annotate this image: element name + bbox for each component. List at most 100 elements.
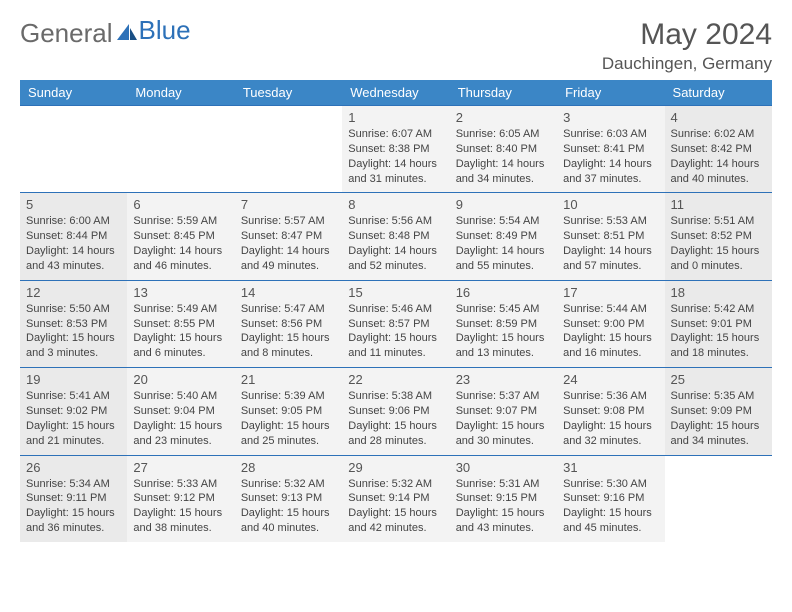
location: Dauchingen, Germany: [602, 54, 772, 74]
calendar-cell: 29Sunrise: 5:32 AMSunset: 9:14 PMDayligh…: [342, 455, 449, 542]
daylight-line: Daylight: 15 hours and 21 minutes.: [26, 419, 121, 449]
sunrise-line: Sunrise: 5:35 AM: [671, 389, 766, 404]
sunset-line: Sunset: 8:57 PM: [348, 317, 443, 332]
sunrise-line: Sunrise: 5:36 AM: [563, 389, 658, 404]
day-number: 7: [241, 197, 336, 212]
day-header: Friday: [557, 80, 664, 106]
calendar-table: SundayMondayTuesdayWednesdayThursdayFrid…: [20, 80, 772, 542]
calendar-cell: 24 Sunrise: 5:36 AMSunset: 9:08 PMDayligh…: [557, 368, 664, 455]
day-header: Tuesday: [235, 80, 342, 106]
calendar-cell: 6Sunrise: 5:59 AMSunset: 8:45 PMDaylight…: [127, 193, 234, 280]
sunrise-line: Sunrise: 5:56 AM: [348, 214, 443, 229]
day-number: 1: [348, 110, 443, 125]
sunset-line: Sunset: 9:08 PM: [563, 404, 658, 419]
calendar-cell: 10Sunrise: 5:53 AMSunset: 8:51 PMDayligh…: [557, 193, 664, 280]
sunrise-line: Sunrise: 5:34 AM: [26, 477, 121, 492]
daylight-line: Daylight: 15 hours and 36 minutes.: [26, 506, 121, 536]
sunrise-line: Sunrise: 5:32 AM: [241, 477, 336, 492]
day-number: 4: [671, 110, 766, 125]
day-header: Thursday: [450, 80, 557, 106]
day-number: 19: [26, 372, 121, 387]
sunset-line: Sunset: 8:47 PM: [241, 229, 336, 244]
day-number: 24: [563, 372, 658, 387]
sunset-line: Sunset: 9:13 PM: [241, 491, 336, 506]
calendar-cell: 7Sunrise: 5:57 AMSunset: 8:47 PMDaylight…: [235, 193, 342, 280]
sunset-line: Sunset: 9:06 PM: [348, 404, 443, 419]
daylight-line: Daylight: 15 hours and 8 minutes.: [241, 331, 336, 361]
calendar-cell: 30Sunrise: 5:31 AMSunset: 9:15 PMDayligh…: [450, 455, 557, 542]
calendar-cell: 12Sunrise: 5:50 AMSunset: 8:53 PMDayligh…: [20, 280, 127, 367]
daylight-line: Daylight: 14 hours and 40 minutes.: [671, 157, 766, 187]
day-number: 6: [133, 197, 228, 212]
daylight-line: Daylight: 15 hours and 0 minutes.: [671, 244, 766, 274]
day-number: 23: [456, 372, 551, 387]
sunrise-line: Sunrise: 5:41 AM: [26, 389, 121, 404]
sunrise-line: Sunrise: 5:38 AM: [348, 389, 443, 404]
calendar-cell: 15Sunrise: 5:46 AMSunset: 8:57 PMDayligh…: [342, 280, 449, 367]
sunrise-line: Sunrise: 5:31 AM: [456, 477, 551, 492]
day-number: 31: [563, 460, 658, 475]
day-number: 22: [348, 372, 443, 387]
sunrise-line: Sunrise: 6:00 AM: [26, 214, 121, 229]
sunrise-line: Sunrise: 5:33 AM: [133, 477, 228, 492]
calendar-cell: 14 Sunrise: 5:47 AMSunset: 8:56 PMDayligh…: [235, 280, 342, 367]
sunset-line: Sunset: 8:55 PM: [133, 317, 228, 332]
day-number: 18: [671, 285, 766, 300]
calendar-week: 26Sunrise: 5:34 AMSunset: 9:11 PMDayligh…: [20, 455, 772, 542]
sunset-line: Sunset: 9:12 PM: [133, 491, 228, 506]
day-number: 3: [563, 110, 658, 125]
sunrise-line: Sunrise: 5:45 AM: [456, 302, 551, 317]
daylight-line: Daylight: 14 hours and 52 minutes.: [348, 244, 443, 274]
calendar-body: 1Sunrise: 6:07 AMSunset: 8:38 PMDaylight…: [20, 106, 772, 542]
sunset-line: Sunset: 9:00 PM: [563, 317, 658, 332]
sunset-line: Sunset: 8:48 PM: [348, 229, 443, 244]
sunrise-line: Sunrise: 5:47 AM: [241, 302, 336, 317]
sunrise-line: Sunrise: 6:02 AM: [671, 127, 766, 142]
sunset-line: Sunset: 8:45 PM: [133, 229, 228, 244]
daylight-line: Daylight: 15 hours and 32 minutes.: [563, 419, 658, 449]
day-header: Saturday: [665, 80, 772, 106]
day-number: 8: [348, 197, 443, 212]
day-number: 12: [26, 285, 121, 300]
day-number: 11: [671, 197, 766, 212]
daylight-line: Daylight: 15 hours and 13 minutes.: [456, 331, 551, 361]
sunrise-line: Sunrise: 5:59 AM: [133, 214, 228, 229]
daylight-line: Daylight: 15 hours and 40 minutes.: [241, 506, 336, 536]
calendar-cell: [235, 106, 342, 193]
calendar-cell: 31Sunrise: 5:30 AMSunset: 9:16 PMDayligh…: [557, 455, 664, 542]
calendar-cell: [20, 106, 127, 193]
sunset-line: Sunset: 9:16 PM: [563, 491, 658, 506]
daylight-line: Daylight: 14 hours and 55 minutes.: [456, 244, 551, 274]
daylight-line: Daylight: 15 hours and 34 minutes.: [671, 419, 766, 449]
sunrise-line: Sunrise: 5:53 AM: [563, 214, 658, 229]
daylight-line: Daylight: 15 hours and 25 minutes.: [241, 419, 336, 449]
sunset-line: Sunset: 8:59 PM: [456, 317, 551, 332]
sunrise-line: Sunrise: 5:46 AM: [348, 302, 443, 317]
sunset-line: Sunset: 8:44 PM: [26, 229, 121, 244]
sunrise-line: Sunrise: 5:50 AM: [26, 302, 121, 317]
logo-text-general: General: [20, 18, 113, 49]
header: GeneralBlue May 2024 Dauchingen, Germany: [20, 18, 772, 74]
sunset-line: Sunset: 9:14 PM: [348, 491, 443, 506]
sunset-line: Sunset: 8:49 PM: [456, 229, 551, 244]
daylight-line: Daylight: 14 hours and 34 minutes.: [456, 157, 551, 187]
sunset-line: Sunset: 8:56 PM: [241, 317, 336, 332]
day-number: 14: [241, 285, 336, 300]
logo: GeneralBlue: [20, 18, 191, 49]
daylight-line: Daylight: 15 hours and 45 minutes.: [563, 506, 658, 536]
sunset-line: Sunset: 9:05 PM: [241, 404, 336, 419]
sunrise-line: Sunrise: 5:42 AM: [671, 302, 766, 317]
sunset-line: Sunset: 9:02 PM: [26, 404, 121, 419]
calendar-week: 12Sunrise: 5:50 AMSunset: 8:53 PMDayligh…: [20, 280, 772, 367]
day-header: Wednesday: [342, 80, 449, 106]
month-title: May 2024: [602, 18, 772, 52]
daylight-line: Daylight: 15 hours and 11 minutes.: [348, 331, 443, 361]
daylight-line: Daylight: 15 hours and 3 minutes.: [26, 331, 121, 361]
calendar-cell: 1Sunrise: 6:07 AMSunset: 8:38 PMDaylight…: [342, 106, 449, 193]
sunrise-line: Sunrise: 5:37 AM: [456, 389, 551, 404]
sail-icon: [115, 18, 139, 49]
calendar-cell: 8 Sunrise: 5:56 AMSunset: 8:48 PMDaylight…: [342, 193, 449, 280]
daylight-line: Daylight: 15 hours and 16 minutes.: [563, 331, 658, 361]
day-number: 30: [456, 460, 551, 475]
sunset-line: Sunset: 9:11 PM: [26, 491, 121, 506]
